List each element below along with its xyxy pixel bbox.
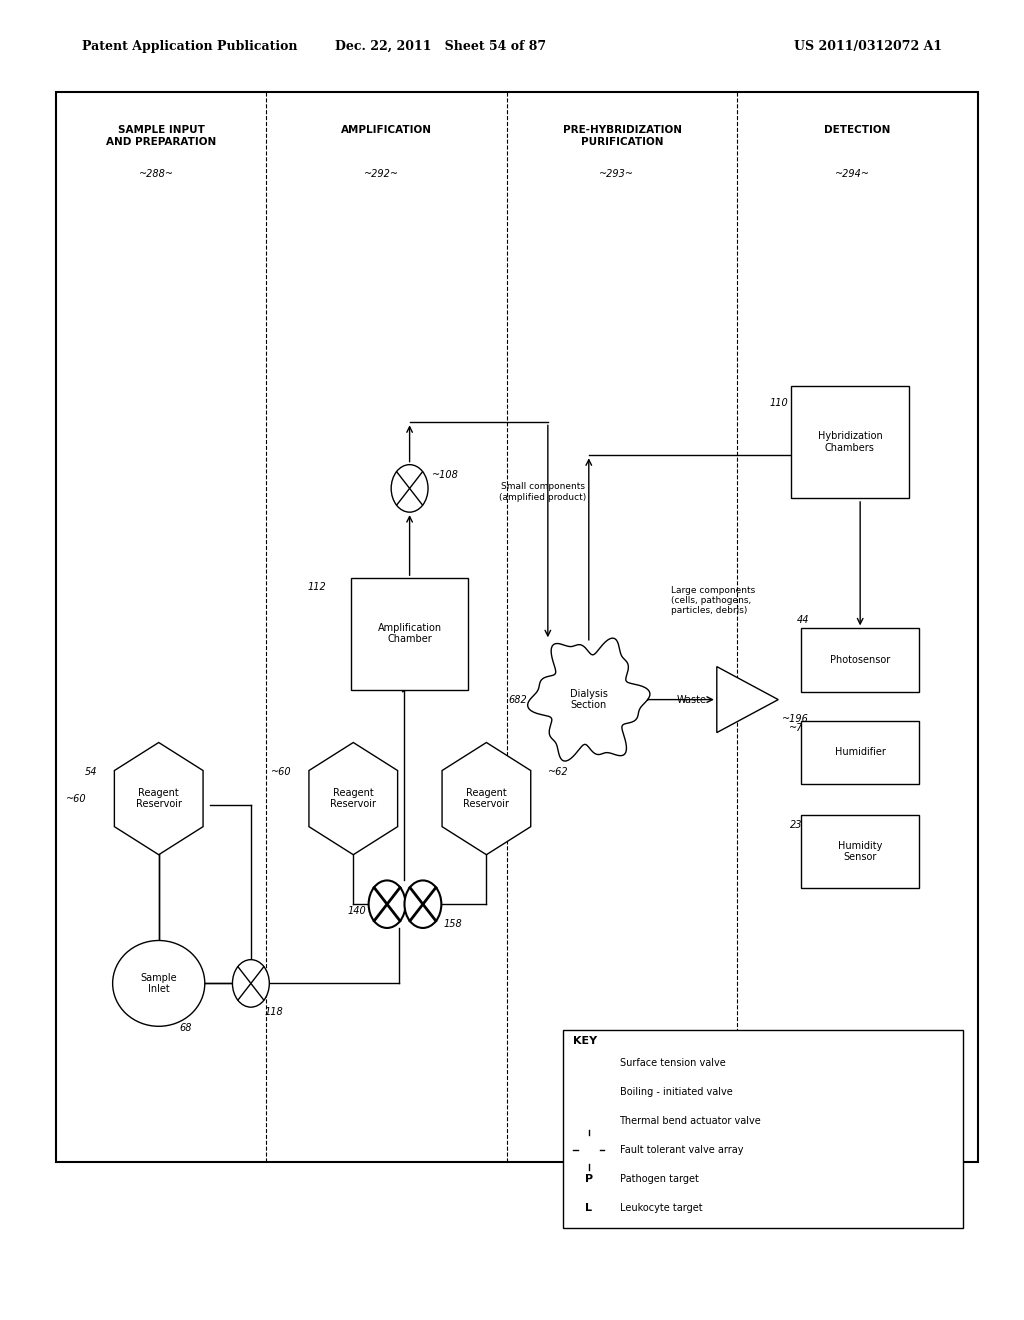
Text: ~674: ~674 [732, 1089, 763, 1100]
Text: 140: 140 [348, 906, 367, 916]
Text: Reagent
Reservoir: Reagent Reservoir [331, 788, 376, 809]
Text: Amplification
Chamber: Amplification Chamber [378, 623, 441, 644]
Ellipse shape [113, 940, 205, 1027]
FancyBboxPatch shape [801, 628, 920, 692]
Text: ~108: ~108 [432, 470, 459, 480]
Text: ~292~: ~292~ [364, 169, 399, 180]
Text: Fault tolerant valve array: Fault tolerant valve array [620, 1144, 743, 1155]
Text: 118: 118 [264, 1007, 283, 1018]
FancyBboxPatch shape [791, 385, 909, 498]
Text: Sample
Inlet: Sample Inlet [140, 973, 177, 994]
Text: Humidifier: Humidifier [835, 747, 886, 758]
Text: 112: 112 [307, 582, 326, 593]
Text: 44: 44 [797, 615, 809, 626]
Text: 110: 110 [770, 397, 788, 408]
FancyBboxPatch shape [563, 1030, 963, 1228]
Text: ~288~: ~288~ [138, 169, 174, 180]
Circle shape [369, 880, 406, 928]
Text: Humidity
Sensor: Humidity Sensor [838, 841, 883, 862]
Text: Dialysis
Section: Dialysis Section [570, 689, 607, 710]
Text: Pathogen target: Pathogen target [620, 1173, 698, 1184]
Text: ~293~: ~293~ [599, 169, 635, 180]
Polygon shape [527, 638, 650, 762]
Text: Photosensor: Photosensor [830, 655, 890, 665]
Text: PRE-HYBRIDIZATION
PURIFICATION: PRE-HYBRIDIZATION PURIFICATION [562, 125, 682, 147]
Polygon shape [309, 742, 397, 855]
Text: Small components
(amplified product): Small components (amplified product) [499, 482, 587, 502]
Text: SAMPLE INPUT
AND PREPARATION: SAMPLE INPUT AND PREPARATION [106, 125, 216, 147]
Text: Waste: Waste [677, 694, 707, 705]
FancyBboxPatch shape [56, 92, 978, 1162]
Text: L: L [586, 1203, 592, 1213]
Text: P: P [585, 1173, 593, 1184]
Text: Leukocyte target: Leukocyte target [620, 1203, 702, 1213]
Text: DETECTION: DETECTION [824, 125, 891, 136]
Text: Reagent
Reservoir: Reagent Reservoir [464, 788, 509, 809]
Text: FIG. 72: FIG. 72 [768, 1067, 838, 1085]
Text: AMPLIFICATION: AMPLIFICATION [341, 125, 432, 136]
Text: ~196: ~196 [782, 714, 809, 725]
Text: Thermal bend actuator valve: Thermal bend actuator valve [620, 1115, 761, 1126]
Text: 232: 232 [791, 820, 809, 830]
FancyBboxPatch shape [801, 721, 920, 784]
Text: ~60: ~60 [271, 767, 292, 777]
Text: KEY: KEY [573, 1036, 598, 1047]
Circle shape [391, 465, 428, 512]
Circle shape [404, 880, 441, 928]
Text: 682: 682 [509, 694, 527, 705]
Text: ~62: ~62 [548, 767, 568, 777]
Text: Reagent
Reservoir: Reagent Reservoir [136, 788, 181, 809]
FancyBboxPatch shape [801, 816, 920, 888]
Circle shape [579, 1078, 599, 1105]
Text: Dec. 22, 2011   Sheet 54 of 87: Dec. 22, 2011 Sheet 54 of 87 [335, 40, 546, 53]
Text: US 2011/0312072 A1: US 2011/0312072 A1 [794, 40, 942, 53]
Text: Large components
(cells, pathogens,
particles, debris): Large components (cells, pathogens, part… [671, 586, 755, 615]
Polygon shape [717, 667, 778, 733]
Text: 54: 54 [85, 767, 97, 777]
Circle shape [232, 960, 269, 1007]
Text: Surface tension valve: Surface tension valve [620, 1057, 725, 1068]
Text: Hybridization
Chambers: Hybridization Chambers [817, 432, 883, 453]
Circle shape [579, 1107, 599, 1134]
Text: Boiling - initiated valve: Boiling - initiated valve [620, 1086, 732, 1097]
Text: Patent Application Publication: Patent Application Publication [82, 40, 297, 53]
Polygon shape [115, 742, 203, 855]
Text: ~294~: ~294~ [835, 169, 870, 180]
Polygon shape [442, 742, 530, 855]
Text: 158: 158 [443, 919, 462, 929]
FancyBboxPatch shape [350, 578, 469, 689]
Circle shape [579, 1137, 599, 1163]
Circle shape [579, 1049, 599, 1076]
Text: 68: 68 [179, 1023, 191, 1034]
Text: ~60: ~60 [67, 793, 87, 804]
Text: ~766: ~766 [788, 723, 815, 734]
